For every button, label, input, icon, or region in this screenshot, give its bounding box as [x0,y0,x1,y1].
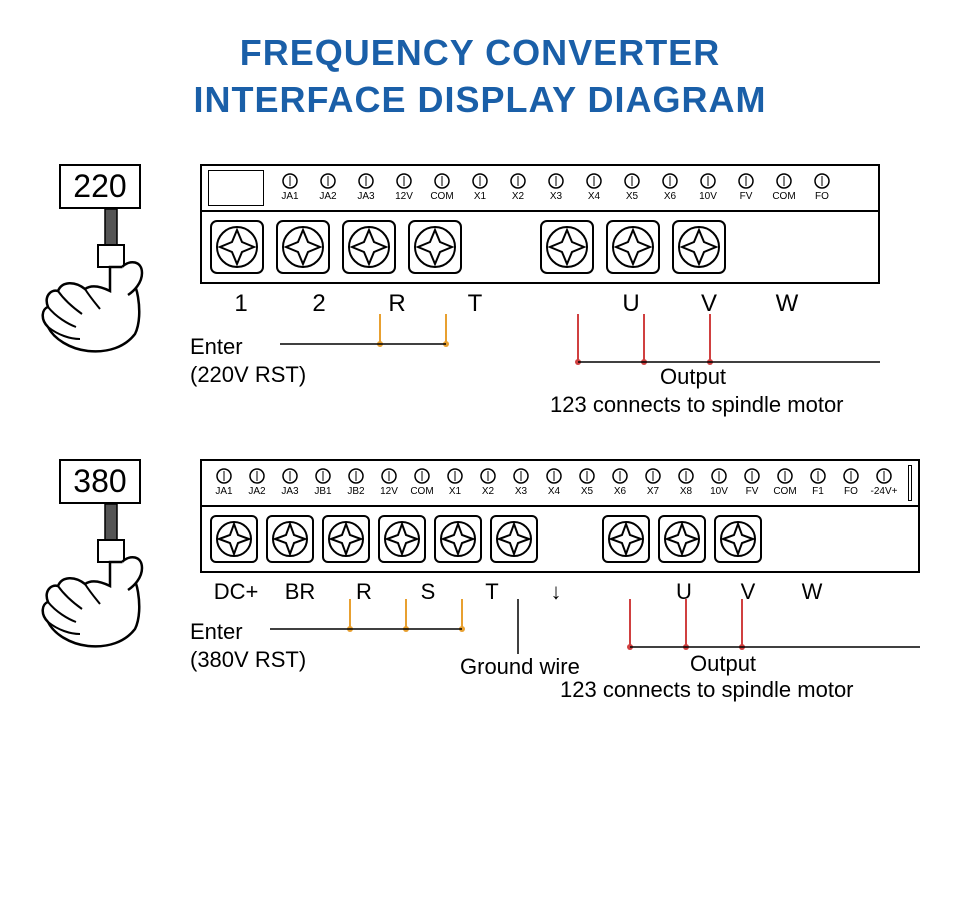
small-terminal: 12V [373,468,405,497]
screw-terminal [408,220,462,274]
terminal-label: S [400,579,456,605]
screw-terminal [658,515,706,563]
small-terminal: JA1 [272,173,308,202]
screw-terminal [276,220,330,274]
small-terminal: X8 [670,468,702,497]
blank-block [908,465,912,501]
small-terminal: X2 [500,173,536,202]
screw-terminal [210,515,258,563]
screw-terminal [322,515,370,563]
terminal-label: 2 [286,290,352,318]
small-terminal: X4 [538,468,570,497]
terminal-label: DC+ [208,579,264,605]
panel-220: JA1JA2JA312VCOMX1X2X3X4X5X610VFVCOMFO 12… [200,164,930,318]
small-terminal: X5 [614,173,650,202]
terminal-label [520,290,586,318]
screw-terminal [434,515,482,563]
output-label-220: Output [660,364,726,390]
screw-terminal [672,220,726,274]
small-terminal: FV [736,468,768,497]
terminal-label: U [656,579,712,605]
small-terminal: JA1 [208,468,240,497]
small-terminal: F1 [802,468,834,497]
terminal-label: T [464,579,520,605]
small-terminal: JA3 [348,173,384,202]
small-terminal: COM [769,468,801,497]
small-terminal-strip-220: JA1JA2JA312VCOMX1X2X3X4X5X610VFVCOMFO [200,164,880,212]
title-line-2: INTERFACE DISPLAY DIAGRAM [0,77,960,124]
terminal-label: 1 [208,290,274,318]
hand-column-380: 380 [30,459,170,654]
small-terminal: X6 [652,173,688,202]
panel-380: JA1JA2JA3JB1JB212VCOMX1X2X3X4X5X6X7X810V… [200,459,930,605]
screw-terminal [378,515,426,563]
hand-column-220: 220 [30,164,170,359]
enter-label-380: Enter [190,619,243,645]
voltage-box-380: 380 [59,459,140,504]
enter-sub-220: (220V RST) [190,362,306,388]
title-line-1: FREQUENCY CONVERTER [0,30,960,77]
terminal-label: R [364,290,430,318]
hand-icon [30,504,170,654]
screw-terminal [606,220,660,274]
small-terminal: 10V [703,468,735,497]
big-labels-220: 12RT UVW [200,290,880,318]
small-terminal: COM [766,173,802,202]
screw-terminal [540,220,594,274]
small-terminal: COM [406,468,438,497]
screw-terminal [210,220,264,274]
output-sub-220: 123 connects to spindle motor [550,392,844,418]
small-terminal: JA2 [310,173,346,202]
small-terminal: 12V [386,173,422,202]
terminal-label: T [442,290,508,318]
screw-terminal [490,515,538,563]
screw-terminal [602,515,650,563]
small-terminal: JA2 [241,468,273,497]
hand-icon [30,209,170,359]
big-labels-380: DC+ BR RST ↓ UVW [200,579,920,605]
small-terminal: -24V+ [868,468,900,497]
terminal-label: R [336,579,392,605]
small-terminal: X3 [538,173,574,202]
small-terminal: X2 [472,468,504,497]
screw-terminal [266,515,314,563]
section-220v: 220 JA1JA2JA312VCOMX1X2X3X4X5X610VFVCOMF… [0,144,960,379]
blank-block [208,170,264,206]
voltage-box-220: 220 [59,164,140,209]
small-terminal: X1 [462,173,498,202]
terminal-label: U [598,290,664,318]
section-380v: 380 JA1JA2JA3JB1JB212VCOMX1X2X3X4X5X6X7X… [0,439,960,674]
small-terminal: JA3 [274,468,306,497]
screw-terminal [342,220,396,274]
enter-label-220: Enter [190,334,243,360]
terminal-label: W [754,290,820,318]
screw-row-380 [200,507,920,573]
enter-sub-380: (380V RST) [190,647,306,673]
terminal-label: W [784,579,840,605]
small-terminal: FO [804,173,840,202]
terminal-label: V [676,290,742,318]
small-terminal: X4 [576,173,612,202]
screw-row-220 [200,212,880,284]
terminal-label: BR [272,579,328,605]
small-terminal-strip-380: JA1JA2JA3JB1JB212VCOMX1X2X3X4X5X6X7X810V… [200,459,920,507]
diagram-title: FREQUENCY CONVERTER INTERFACE DISPLAY DI… [0,0,960,144]
screw-terminal [714,515,762,563]
small-terminal: X5 [571,468,603,497]
small-terminal: JB1 [307,468,339,497]
small-terminal: 10V [690,173,726,202]
output-sub-380: 123 connects to spindle motor [560,677,854,703]
terminal-label: V [720,579,776,605]
small-terminal: X1 [439,468,471,497]
output-label-380: Output [690,651,756,677]
small-terminal: COM [424,173,460,202]
small-terminal: X7 [637,468,669,497]
small-terminal: X6 [604,468,636,497]
terminal-label [592,579,648,605]
small-terminal: FV [728,173,764,202]
small-terminal: FO [835,468,867,497]
terminal-label: ↓ [528,579,584,605]
small-terminal: JB2 [340,468,372,497]
small-terminal: X3 [505,468,537,497]
